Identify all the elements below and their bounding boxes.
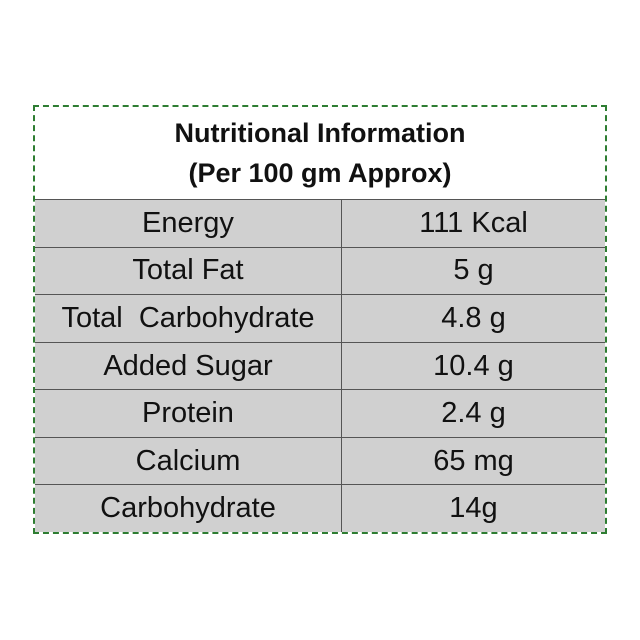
- nutrient-value: 2.4 g: [441, 397, 506, 430]
- nutrient-name: Energy: [35, 200, 342, 247]
- table-row: Calcium 65 mg: [35, 437, 605, 486]
- table-subtitle: (Per 100 gm Approx): [188, 158, 452, 188]
- table-row: Added Sugar 10.4 g: [35, 342, 605, 391]
- table-header: Nutritional Information (Per 100 gm Appr…: [35, 107, 605, 199]
- nutrient-value: 65 mg: [433, 444, 514, 477]
- nutrient-value: 4.8 g: [441, 301, 506, 334]
- table-row: Energy 111 Kcal: [35, 200, 605, 248]
- nutrient-name: Total Fat: [35, 247, 342, 295]
- nutrient-value: 111 Kcal: [419, 206, 528, 239]
- table-row: Total Fat 5 g: [35, 247, 605, 296]
- nutrient-name: Calcium: [35, 437, 342, 485]
- nutrient-value: 10.4 g: [433, 349, 514, 382]
- nutrient-name: Carbohydrate: [35, 485, 342, 533]
- nutrition-table: Nutritional Information (Per 100 gm Appr…: [33, 105, 607, 534]
- nutrient-rows: Energy 111 Kcal Total Fat 5 g Total Carb…: [35, 199, 605, 533]
- nutrient-value: 14g: [449, 492, 498, 525]
- table-row: Carbohydrate 14g: [35, 485, 605, 533]
- nutrient-value: 5 g: [453, 254, 494, 287]
- table-row: Total Carbohydrate 4.8 g: [35, 295, 605, 343]
- nutrient-name: Protein: [35, 390, 342, 437]
- table-title: Nutritional Information: [174, 118, 466, 148]
- nutrient-name: Added Sugar: [35, 342, 342, 390]
- nutrient-name: Total Carbohydrate: [35, 295, 342, 342]
- table-row: Protein 2.4 g: [35, 390, 605, 438]
